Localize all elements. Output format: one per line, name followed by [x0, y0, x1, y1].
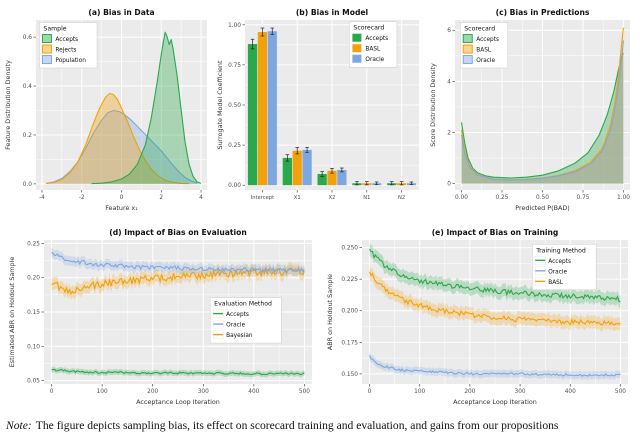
svg-text:0.225: 0.225	[341, 277, 358, 283]
svg-text:0.175: 0.175	[341, 340, 358, 346]
svg-text:-2: -2	[79, 195, 85, 201]
svg-text:200: 200	[464, 389, 475, 395]
svg-text:0: 0	[368, 389, 372, 395]
svg-text:Acceptance Loop Iteration: Acceptance Loop Iteration	[453, 398, 537, 406]
svg-text:1.00: 1.00	[228, 23, 241, 29]
svg-text:Oracle: Oracle	[365, 57, 384, 63]
svg-text:Oracle: Oracle	[548, 269, 567, 275]
svg-text:400: 400	[565, 389, 576, 395]
svg-text:Oracle: Oracle	[226, 323, 245, 329]
svg-text:4: 4	[447, 79, 451, 85]
svg-text:6: 6	[447, 28, 451, 34]
svg-text:(e) Impact of Bias on Training: (e) Impact of Bias on Training	[432, 228, 559, 237]
svg-text:Accepts: Accepts	[548, 259, 571, 265]
svg-text:Evaluation Method: Evaluation Method	[214, 301, 272, 308]
svg-text:0.2: 0.2	[23, 133, 33, 139]
svg-text:500: 500	[615, 389, 626, 395]
svg-text:0.75: 0.75	[577, 195, 590, 201]
svg-text:0.50: 0.50	[228, 103, 241, 109]
svg-text:0.10: 0.10	[27, 344, 40, 350]
svg-text:X2: X2	[329, 195, 336, 201]
svg-text:BASL: BASL	[548, 280, 564, 286]
svg-text:0.25: 0.25	[228, 143, 241, 149]
figure-note: Note: The figure depicts sampling bias, i…	[6, 419, 636, 432]
svg-text:2: 2	[159, 195, 163, 201]
svg-text:N1: N1	[363, 195, 370, 201]
svg-text:0: 0	[447, 182, 451, 188]
svg-text:0.4: 0.4	[23, 84, 33, 90]
svg-text:Accepts: Accepts	[55, 37, 78, 43]
svg-text:0.50: 0.50	[536, 195, 549, 201]
chart-bias-in-predictions: 0 2 4 6 0.00 0.25 0.50 0.75 1.00 Predicted P(BAD)…	[427, 6, 638, 226]
svg-text:BASL: BASL	[365, 47, 381, 53]
svg-text:Training Method: Training Method	[535, 247, 586, 254]
svg-text:0.25: 0.25	[27, 241, 40, 247]
svg-text:(b) Bias in Model: (b) Bias in Model	[296, 8, 368, 17]
chart-bias-in-model: 0.00 0.25 0.50 0.75 1.00 Intercept X1 X2 N1 N2 Sur…	[214, 6, 425, 226]
svg-text:0.200: 0.200	[341, 309, 358, 315]
svg-text:0.15: 0.15	[27, 310, 40, 316]
svg-text:Score Distribution Density: Score Distribution Density	[429, 63, 437, 147]
svg-text:4: 4	[199, 195, 203, 201]
svg-text:300: 300	[515, 389, 526, 395]
svg-text:Rejects: Rejects	[55, 48, 76, 54]
svg-text:Feature Distribution Density: Feature Distribution Density	[4, 60, 12, 150]
svg-text:Feature x₁: Feature x₁	[105, 204, 138, 212]
svg-text:Estimated ABR on Holdout Sampl: Estimated ABR on Holdout Sample	[8, 257, 16, 368]
svg-text:Surrogate Model Coefficient: Surrogate Model Coefficient	[216, 60, 224, 149]
chart-bias-on-evaluation: 0.05 0.10 0.15 0.20 0.25 0 100 200 300 400 500 Acce…	[6, 226, 320, 418]
svg-text:Oracle: Oracle	[476, 58, 495, 64]
svg-text:0.05: 0.05	[27, 379, 40, 385]
svg-text:-4: -4	[39, 195, 45, 201]
svg-text:0: 0	[50, 389, 54, 395]
svg-text:(d) Impact of Bias on Evaluati: (d) Impact of Bias on Evaluation	[109, 228, 246, 237]
svg-text:500: 500	[299, 389, 310, 395]
svg-text:1.00: 1.00	[617, 195, 630, 201]
svg-text:Sample: Sample	[43, 26, 66, 33]
svg-text:0.75: 0.75	[228, 63, 241, 69]
svg-text:Accepts: Accepts	[226, 312, 249, 318]
svg-text:BASL: BASL	[476, 48, 492, 54]
svg-text:2: 2	[447, 130, 451, 136]
svg-text:N2: N2	[398, 195, 405, 201]
svg-text:Scorecard: Scorecard	[464, 26, 495, 33]
svg-text:X1: X1	[294, 195, 301, 201]
svg-text:100: 100	[414, 389, 425, 395]
chart-bias-on-training: 0.150 0.175 0.200 0.225 0.250 0 100 200 300 400 50…	[324, 226, 636, 418]
svg-text:Intercept: Intercept	[251, 195, 274, 201]
svg-text:Accepts: Accepts	[476, 37, 499, 43]
svg-text:ABR on Holdout Sample: ABR on Holdout Sample	[326, 274, 334, 350]
svg-text:0.00: 0.00	[455, 195, 468, 201]
svg-text:0.6: 0.6	[23, 35, 33, 41]
note-text: The figure depicts sampling bias, its ef…	[35, 419, 559, 432]
svg-text:Predicted P(BAD): Predicted P(BAD)	[515, 204, 570, 212]
svg-text:300: 300	[198, 389, 209, 395]
svg-text:Scorecard: Scorecard	[353, 25, 384, 32]
svg-text:200: 200	[147, 389, 158, 395]
svg-text:Acceptance Loop Iteration: Acceptance Loop Iteration	[136, 398, 220, 406]
chart-bias-in-data: 0.0 0.2 0.4 0.6 -4 -2 0 2 4 Feature x₁ Feature Dis…	[2, 6, 213, 226]
svg-text:400: 400	[248, 389, 259, 395]
svg-text:Bayesian: Bayesian	[226, 333, 253, 339]
svg-text:0.150: 0.150	[341, 372, 358, 378]
svg-text:Accepts: Accepts	[365, 36, 388, 42]
svg-text:(a) Bias in Data: (a) Bias in Data	[88, 8, 154, 17]
svg-text:(c) Bias in Predictions: (c) Bias in Predictions	[496, 8, 590, 17]
svg-text:Population: Population	[55, 58, 86, 64]
note-label: Note:	[6, 419, 32, 432]
svg-text:100: 100	[97, 389, 108, 395]
svg-text:0: 0	[120, 195, 124, 201]
svg-text:0.250: 0.250	[341, 246, 358, 252]
svg-text:0.0: 0.0	[23, 182, 33, 188]
svg-text:0.25: 0.25	[496, 195, 509, 201]
svg-text:0.20: 0.20	[27, 276, 40, 282]
svg-text:0.00: 0.00	[228, 183, 241, 189]
